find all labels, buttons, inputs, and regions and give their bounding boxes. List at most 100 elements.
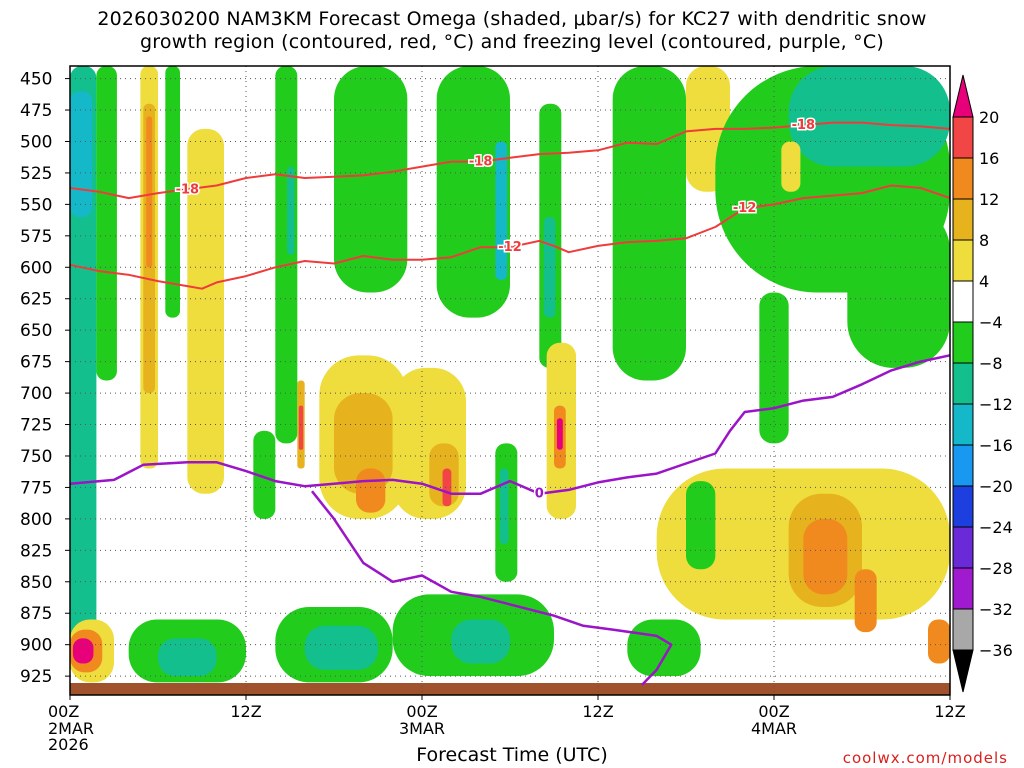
x-tick-sublabel: 2MAR: [48, 719, 94, 738]
omega-cell: [334, 393, 393, 494]
colorbar-label: −12: [979, 395, 1013, 414]
omega-cell: [495, 141, 508, 280]
colorbar-bin: [952, 116, 974, 159]
contour-label: -12: [498, 240, 522, 255]
omega-shading: [70, 66, 950, 683]
omega-cell: [298, 405, 304, 450]
omega-cell: [356, 468, 386, 513]
y-tick-label: 775: [20, 478, 52, 498]
colorbar-label: −8: [979, 354, 1003, 373]
colorbar-bin: [952, 608, 974, 651]
y-tick-label: 700: [20, 384, 52, 404]
colorbar-bin: [952, 526, 974, 569]
omega-cell: [781, 141, 801, 192]
omega-cell: [158, 638, 217, 677]
colorbar-bin: [952, 403, 974, 446]
colorbar-bin: [952, 280, 974, 323]
omega-cell: [187, 128, 224, 494]
site-credit[interactable]: coolwx.com/models: [842, 749, 1008, 767]
x-tick-label: 12Z: [230, 702, 261, 721]
omega-cell: [287, 166, 295, 255]
y-tick-label: 625: [20, 290, 52, 310]
colorbar-bin: [952, 567, 974, 610]
omega-cell: [70, 66, 97, 677]
colorbar-label: −36: [979, 641, 1013, 660]
colorbar-bin: [952, 157, 974, 200]
contour-label: -18: [792, 118, 816, 133]
grid-lines: [69, 66, 951, 695]
omega-cell: [146, 116, 153, 268]
colorbar-label: 16: [979, 149, 999, 168]
colorbar-bin: [952, 239, 974, 282]
y-tick-label: 850: [20, 573, 52, 593]
y-tick-label: 900: [20, 636, 52, 656]
colorbar-top-arrow: [952, 74, 974, 118]
y-tick-label: 750: [20, 447, 52, 467]
omega-cell: [556, 418, 563, 450]
y-tick-label: 725: [20, 416, 52, 436]
y-tick-label: 875: [20, 604, 52, 624]
y-tick-label: 800: [20, 510, 52, 530]
omega-cell: [686, 481, 716, 570]
x-tick-label: 12Z: [934, 702, 965, 721]
y-tick-label: 550: [20, 195, 52, 215]
colorbar-label: −24: [979, 518, 1013, 537]
y-tick-label: 825: [20, 541, 52, 561]
omega-cell: [612, 66, 686, 381]
omega-cell: [759, 292, 789, 444]
omega-cell: [253, 430, 276, 519]
chart-title-line1: 2026030200 NAM3KM Forecast Omega (shaded…: [97, 8, 927, 30]
y-tick-label: 675: [20, 353, 52, 373]
y-tick-label: 500: [20, 132, 52, 152]
colorbar-bin: [952, 362, 974, 405]
x-tick-sublabel: 2026: [48, 735, 89, 754]
ground-surface: [70, 683, 950, 695]
colorbar-label: 4: [979, 272, 989, 291]
omega-cell: [928, 619, 950, 664]
x-tick-label: 00Z: [48, 702, 79, 721]
x-tick-label: 12Z: [582, 702, 613, 721]
omega-cell: [499, 468, 509, 545]
omega-cell: [436, 66, 510, 318]
colorbar-label: 20: [979, 108, 999, 127]
y-tick-label: 600: [20, 258, 52, 278]
y-tick-label: 525: [20, 164, 52, 184]
freezing-label: 0: [535, 487, 544, 502]
colorbar-bin: [952, 198, 974, 241]
contour-label: -18: [469, 155, 493, 170]
contour-lines: -18 -18 -18 -12 -12 0: [69, 117, 951, 686]
freezing-level-contour: [69, 354, 951, 495]
x-tick-label: 00Z: [758, 702, 789, 721]
omega-cell: [788, 66, 950, 167]
chart-title-line2: growth region (contoured, red, °C) and f…: [140, 31, 884, 53]
y-tick-label: 475: [20, 101, 52, 121]
omega-cell: [304, 625, 378, 670]
omega-cell: [334, 66, 408, 293]
colorbar-label: −4: [979, 313, 1003, 332]
x-tick-sublabel: 3MAR: [399, 719, 445, 738]
plot-frame: [69, 65, 951, 696]
colorbar-label: 8: [979, 231, 989, 250]
x-tick-label: 00Z: [406, 702, 437, 721]
contour-label: -18: [176, 182, 200, 197]
colorbar-label: −20: [979, 477, 1013, 496]
colorbar-label: −16: [979, 436, 1013, 455]
dendritic-contour: [69, 121, 951, 200]
omega-cell: [451, 619, 510, 664]
colorbar-label: −28: [979, 559, 1013, 578]
colorbar-bin: [952, 444, 974, 487]
y-axis: 450 475 500 525 550 575 600 625 650 675 700 725 750 7…: [20, 70, 70, 687]
omega-cell: [70, 91, 92, 217]
omega-cell: [96, 66, 117, 381]
y-tick-label: 450: [20, 70, 52, 90]
colorbar-label: 12: [979, 190, 999, 209]
contour-label: -12: [733, 201, 757, 216]
omega-cell: [72, 638, 94, 664]
colorbar-bottom-arrow: [952, 649, 974, 693]
omega-cell: [442, 468, 452, 507]
omega-cell: [803, 518, 848, 595]
colorbar-label: −32: [979, 600, 1013, 619]
y-tick-label: 650: [20, 321, 52, 341]
